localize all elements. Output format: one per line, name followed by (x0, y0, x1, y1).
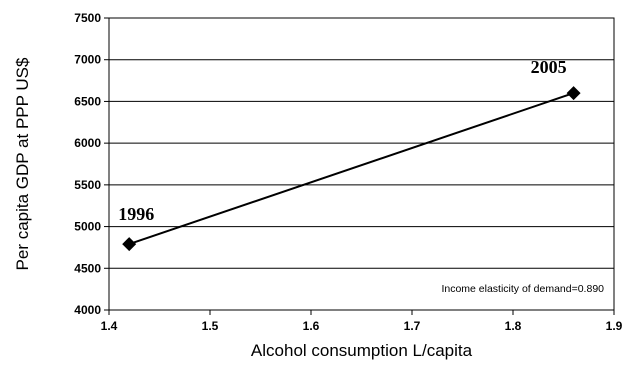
y-tick-label: 4500 (74, 261, 101, 275)
point-labels: 1996 2005 (118, 57, 566, 224)
gridlines (109, 59, 614, 269)
y-tick-label: 4000 (74, 303, 101, 317)
y-tick-label: 7500 (74, 11, 101, 25)
x-tick-label: 1.6 (303, 319, 320, 333)
x-tick-label: 1.8 (505, 319, 522, 333)
y-tick-label: 5000 (74, 220, 101, 234)
x-tick-label: 1.5 (202, 319, 219, 333)
x-axis-label: Alcohol consumption L/capita (251, 341, 473, 360)
series-line (128, 92, 574, 246)
y-axis-ticks: 4000 4500 5000 5500 6000 6500 7000 7500 (74, 11, 109, 317)
data-point-marker (122, 237, 137, 252)
y-tick-label: 5500 (74, 178, 101, 192)
x-tick-label: 1.9 (606, 319, 623, 333)
elasticity-annotation: Income elasticity of demand=0.890 (441, 283, 604, 295)
x-axis-ticks: 1.4 1.5 1.6 1.7 1.8 1.9 (101, 310, 623, 333)
y-tick-label: 6000 (74, 136, 101, 150)
y-tick-label: 6500 (74, 94, 101, 108)
plot-area-frame (108, 17, 615, 311)
point-label: 2005 (531, 57, 567, 77)
x-tick-label: 1.7 (404, 319, 421, 333)
y-tick-label: 7000 (74, 53, 101, 67)
x-tick-label: 1.4 (101, 319, 118, 333)
point-label: 1996 (118, 204, 154, 224)
data-series (122, 86, 581, 252)
y-axis-label: Per capita GDP at PPP US$ (13, 57, 32, 270)
data-point-marker (566, 86, 581, 101)
